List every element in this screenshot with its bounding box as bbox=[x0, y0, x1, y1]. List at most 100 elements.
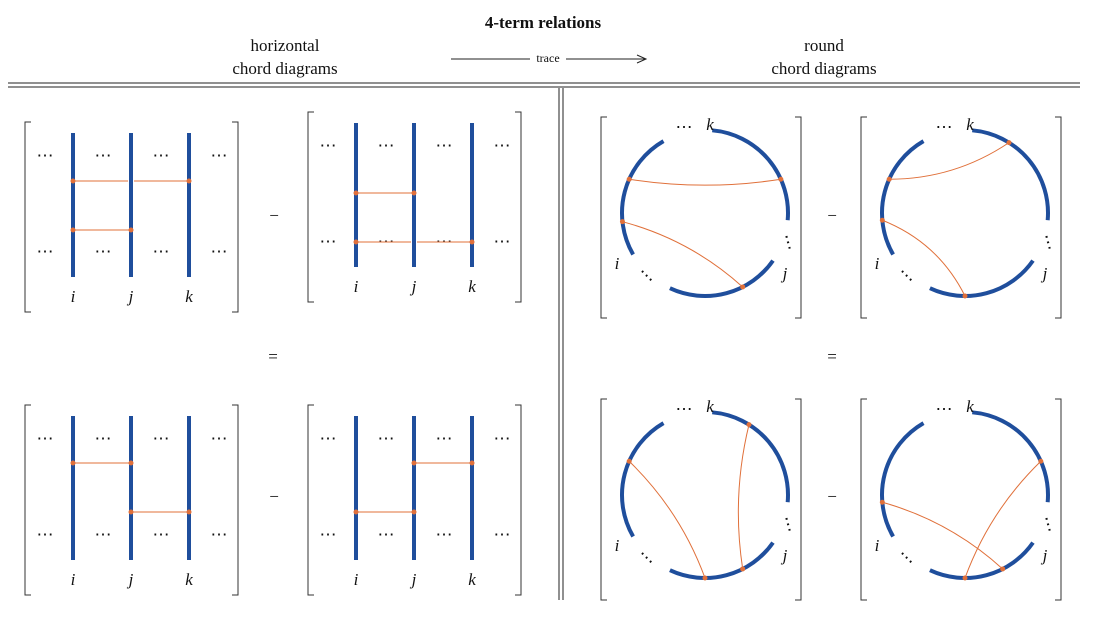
ellipsis: ⋯ bbox=[153, 242, 170, 261]
chord-end bbox=[186, 178, 192, 184]
strand-label: j bbox=[410, 570, 417, 589]
point-label: k bbox=[706, 397, 714, 416]
point-label: i bbox=[875, 254, 880, 273]
strand-label: i bbox=[71, 570, 76, 589]
chord-end bbox=[702, 575, 708, 581]
ellipsis: ⋯ bbox=[320, 232, 337, 251]
chord-end bbox=[1006, 140, 1012, 146]
circle-arc bbox=[712, 410, 790, 503]
chord-end bbox=[886, 176, 892, 182]
ellipsis: ⋯ bbox=[436, 429, 453, 448]
bracket bbox=[307, 111, 314, 303]
label-bg bbox=[530, 52, 566, 66]
ellipsis: ⋯ bbox=[378, 525, 395, 544]
ellipsis: ⋯ bbox=[37, 525, 54, 544]
chord-end bbox=[128, 227, 134, 233]
ellipsis: ⋯ bbox=[494, 429, 511, 448]
chord-end bbox=[353, 190, 359, 196]
chord bbox=[628, 460, 706, 579]
point-label: j bbox=[1041, 264, 1048, 283]
ellipsis: ⋯ bbox=[935, 399, 952, 418]
ellipsis: ⋯ bbox=[95, 525, 112, 544]
chord bbox=[882, 501, 1004, 570]
ellipsis: ⋯ bbox=[777, 232, 800, 253]
chord-end bbox=[879, 499, 885, 505]
point-label: k bbox=[966, 397, 974, 416]
point-label: j bbox=[1041, 546, 1048, 565]
equals-sign: = bbox=[268, 347, 278, 366]
bracket bbox=[795, 398, 802, 601]
minus-sign: − bbox=[269, 487, 279, 506]
bracket bbox=[600, 398, 607, 601]
chord-end bbox=[962, 293, 968, 299]
bracket bbox=[1055, 398, 1062, 601]
ellipsis: ⋯ bbox=[37, 146, 54, 165]
ellipsis: ⋯ bbox=[378, 232, 395, 251]
ellipsis: ⋯ bbox=[894, 263, 919, 288]
equals-sign: = bbox=[827, 347, 837, 366]
ellipsis: ⋯ bbox=[211, 242, 228, 261]
bracket bbox=[860, 398, 867, 601]
ellipsis: ⋯ bbox=[634, 545, 659, 570]
chord-end bbox=[411, 190, 417, 196]
circle-arc bbox=[880, 421, 925, 538]
bracket bbox=[24, 404, 31, 596]
chord-end bbox=[626, 458, 632, 464]
circle-arc bbox=[620, 421, 665, 538]
ellipsis: ⋯ bbox=[95, 429, 112, 448]
point-label: i bbox=[615, 536, 620, 555]
bracket bbox=[307, 404, 314, 596]
chord-end bbox=[128, 509, 134, 515]
ellipsis: ⋯ bbox=[494, 136, 511, 155]
chord bbox=[622, 221, 744, 288]
chord-end bbox=[70, 227, 76, 233]
minus-sign: − bbox=[827, 206, 837, 225]
chord bbox=[882, 219, 966, 297]
heading: chord diagrams bbox=[771, 59, 876, 78]
chord-end bbox=[353, 239, 359, 245]
circle-arc bbox=[620, 139, 665, 256]
chord bbox=[964, 460, 1042, 579]
circle-arc bbox=[929, 259, 1035, 298]
chord-end bbox=[469, 239, 475, 245]
point-label: j bbox=[781, 264, 788, 283]
ellipsis: ⋯ bbox=[320, 429, 337, 448]
ellipsis: ⋯ bbox=[675, 117, 692, 136]
chord-end bbox=[1038, 458, 1044, 464]
strand-label: i bbox=[71, 287, 76, 306]
ellipsis: ⋯ bbox=[378, 429, 395, 448]
point-label: i bbox=[615, 254, 620, 273]
circle-arc bbox=[712, 128, 790, 221]
strand-label: k bbox=[468, 570, 476, 589]
ellipsis: ⋯ bbox=[894, 545, 919, 570]
ellipsis: ⋯ bbox=[675, 399, 692, 418]
ellipsis: ⋯ bbox=[153, 429, 170, 448]
chord-end bbox=[411, 460, 417, 466]
point-label: i bbox=[875, 536, 880, 555]
circle-arc bbox=[972, 128, 1050, 221]
ellipsis: ⋯ bbox=[378, 136, 395, 155]
minus-sign: − bbox=[269, 206, 279, 225]
point-label: j bbox=[781, 546, 788, 565]
heading: chord diagrams bbox=[232, 59, 337, 78]
point-label: k bbox=[706, 115, 714, 134]
ellipsis: ⋯ bbox=[494, 525, 511, 544]
ellipsis: ⋯ bbox=[320, 525, 337, 544]
chord-end bbox=[962, 575, 968, 581]
chord bbox=[737, 424, 750, 570]
chord-end bbox=[1000, 566, 1006, 572]
arrow-head bbox=[636, 54, 648, 64]
title: 4-term relations bbox=[485, 13, 602, 32]
chord-end bbox=[746, 422, 752, 428]
strand-label: j bbox=[410, 277, 417, 296]
heading: horizontal bbox=[251, 36, 320, 55]
bracket bbox=[860, 116, 867, 319]
chord-end bbox=[353, 509, 359, 515]
bracket bbox=[515, 404, 522, 596]
ellipsis: ⋯ bbox=[37, 242, 54, 261]
chord-end bbox=[411, 509, 417, 515]
ellipsis: ⋯ bbox=[1037, 514, 1060, 535]
ellipsis: ⋯ bbox=[153, 146, 170, 165]
ellipsis: ⋯ bbox=[320, 136, 337, 155]
